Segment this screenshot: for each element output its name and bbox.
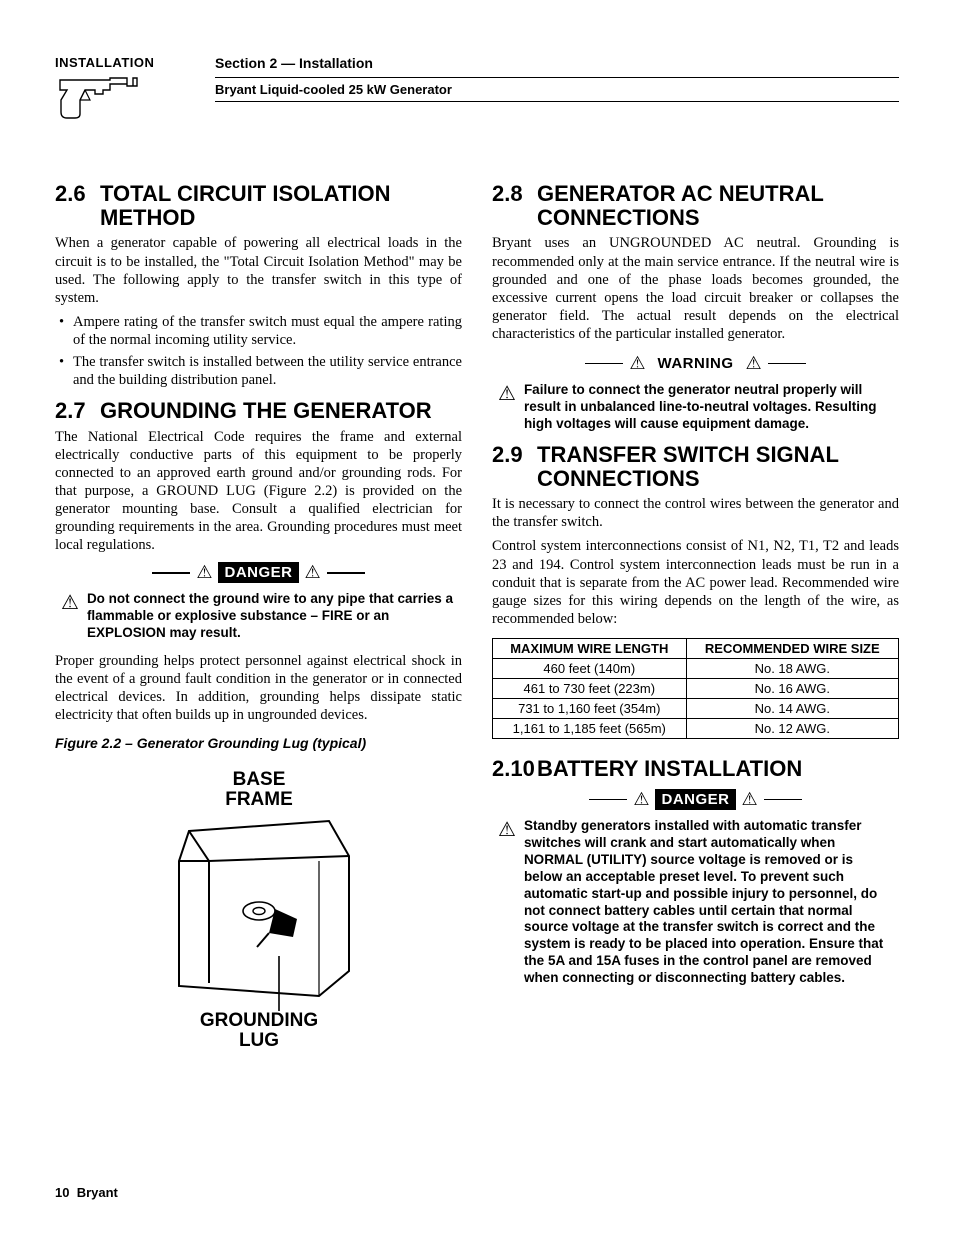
bullets-2-6: Ampere rating of the transfer switch mus…	[55, 313, 462, 390]
banner-line	[152, 572, 190, 574]
product-label: Bryant Liquid-cooled 25 kW Generator	[215, 82, 899, 102]
bullet-item: Ampere rating of the transfer switch mus…	[73, 313, 462, 349]
header-rule	[215, 77, 899, 78]
para-2-8-1: Bryant uses an UNGROUNDED AC neutral. Gr…	[492, 234, 899, 343]
warning-triangle-icon: ⚠	[633, 789, 649, 810]
para-2-9-2: Control system interconnections consist …	[492, 537, 899, 628]
table-cell: No. 18 AWG.	[686, 659, 898, 679]
banner-line	[768, 363, 806, 365]
danger-label: DANGER	[218, 562, 298, 583]
heading-2-6: 2.6 TOTAL CIRCUIT ISOLATION METHOD	[55, 182, 462, 230]
heading-title: BATTERY INSTALLATION	[537, 757, 899, 781]
para-2-9-1: It is necessary to connect the control w…	[492, 495, 899, 531]
table-row: 731 to 1,160 feet (354m) No. 14 AWG.	[493, 699, 899, 719]
banner-line	[327, 572, 365, 574]
warning-triangle-icon: ⚠	[498, 818, 516, 987]
figure-2-2: BASE FRAME GROUNDING LUG	[119, 761, 399, 1051]
fig-label-bottom: GROUNDING	[199, 1010, 317, 1031]
warning-triangle-icon: ⚠	[196, 562, 212, 583]
para-2-7-1: The National Electrical Code requires th…	[55, 428, 462, 555]
heading-num: 2.6	[55, 182, 100, 206]
warning-triangle-icon: ⚠	[305, 562, 321, 583]
installation-label: INSTALLATION	[55, 55, 155, 70]
fig-label-bottom2: LUG	[238, 1030, 278, 1051]
warning-label: WARNING	[652, 353, 740, 374]
danger-text-block-2: ⚠ Standby generators installed with auto…	[492, 818, 899, 987]
warning-text-block: ⚠ Failure to connect the generator neutr…	[492, 382, 899, 433]
danger-text-block: ⚠ Do not connect the ground wire to any …	[55, 591, 462, 642]
warning-triangle-icon: ⚠	[629, 353, 645, 374]
danger-banner-2: ⚠ DANGER ⚠	[492, 789, 899, 810]
banner-line	[589, 799, 627, 801]
left-column: 2.6 TOTAL CIRCUIT ISOLATION METHOD When …	[55, 182, 462, 1051]
installation-icon-block: INSTALLATION	[55, 55, 155, 127]
footer-brand: Bryant	[77, 1185, 118, 1200]
figure-caption: Figure 2.2 – Generator Grounding Lug (ty…	[55, 735, 462, 751]
danger-text: Standby generators installed with automa…	[524, 818, 893, 987]
table-row: 460 feet (140m) No. 18 AWG.	[493, 659, 899, 679]
heading-num: 2.9	[492, 443, 537, 467]
table-header: RECOMMENDED WIRE SIZE	[686, 639, 898, 659]
page-number: 10	[55, 1185, 69, 1200]
heading-2-8: 2.8 GENERATOR AC NEUTRAL CONNECTIONS	[492, 182, 899, 230]
table-cell: No. 14 AWG.	[686, 699, 898, 719]
drill-icon	[55, 72, 145, 122]
heading-num: 2.7	[55, 399, 100, 423]
banner-line	[585, 363, 623, 365]
right-column: 2.8 GENERATOR AC NEUTRAL CONNECTIONS Bry…	[492, 182, 899, 1051]
bullet-item: The transfer switch is installed between…	[73, 353, 462, 389]
section-label: Section 2 — Installation	[215, 55, 899, 71]
warning-triangle-icon: ⚠	[742, 789, 758, 810]
heading-2-9: 2.9 TRANSFER SWITCH SIGNAL CONNECTIONS	[492, 443, 899, 491]
table-cell: No. 12 AWG.	[686, 719, 898, 739]
table-cell: No. 16 AWG.	[686, 679, 898, 699]
danger-banner: ⚠ DANGER ⚠	[55, 562, 462, 583]
danger-text: Do not connect the ground wire to any pi…	[87, 591, 456, 642]
table-cell: 461 to 730 feet (223m)	[493, 679, 687, 699]
wire-size-table: MAXIMUM WIRE LENGTH RECOMMENDED WIRE SIZ…	[492, 638, 899, 739]
heading-title: GENERATOR AC NEUTRAL CONNECTIONS	[537, 182, 899, 230]
heading-num: 2.10	[492, 757, 537, 781]
table-header: MAXIMUM WIRE LENGTH	[493, 639, 687, 659]
heading-title: TOTAL CIRCUIT ISOLATION METHOD	[100, 182, 462, 230]
heading-num: 2.8	[492, 182, 537, 206]
heading-2-10: 2.10 BATTERY INSTALLATION	[492, 757, 899, 781]
banner-line	[764, 799, 802, 801]
content-columns: 2.6 TOTAL CIRCUIT ISOLATION METHOD When …	[55, 182, 899, 1051]
heading-title: TRANSFER SWITCH SIGNAL CONNECTIONS	[537, 443, 899, 491]
table-cell: 460 feet (140m)	[493, 659, 687, 679]
danger-label: DANGER	[655, 789, 735, 810]
warning-triangle-icon: ⚠	[498, 382, 516, 433]
header-text-block: Section 2 — Installation Bryant Liquid-c…	[155, 55, 899, 102]
warning-text: Failure to connect the generator neutral…	[524, 382, 893, 433]
para-2-6-1: When a generator capable of powering all…	[55, 234, 462, 307]
table-cell: 731 to 1,160 feet (354m)	[493, 699, 687, 719]
warning-banner: ⚠ WARNING ⚠	[492, 353, 899, 374]
fig-label-top: BASE	[232, 769, 285, 790]
table-row: 461 to 730 feet (223m) No. 16 AWG.	[493, 679, 899, 699]
page-header: INSTALLATION Section 2 — Installation Br…	[55, 55, 899, 127]
table-row: 1,161 to 1,185 feet (565m) No. 12 AWG.	[493, 719, 899, 739]
page-footer: 10 Bryant	[55, 1185, 118, 1200]
para-2-7-2: Proper grounding helps protect personnel…	[55, 652, 462, 725]
fig-label-top2: FRAME	[225, 789, 293, 810]
heading-2-7: 2.7 GROUNDING THE GENERATOR	[55, 399, 462, 423]
table-header-row: MAXIMUM WIRE LENGTH RECOMMENDED WIRE SIZ…	[493, 639, 899, 659]
heading-title: GROUNDING THE GENERATOR	[100, 399, 462, 423]
warning-triangle-icon: ⚠	[61, 591, 79, 642]
table-cell: 1,161 to 1,185 feet (565m)	[493, 719, 687, 739]
warning-triangle-icon: ⚠	[746, 353, 762, 374]
